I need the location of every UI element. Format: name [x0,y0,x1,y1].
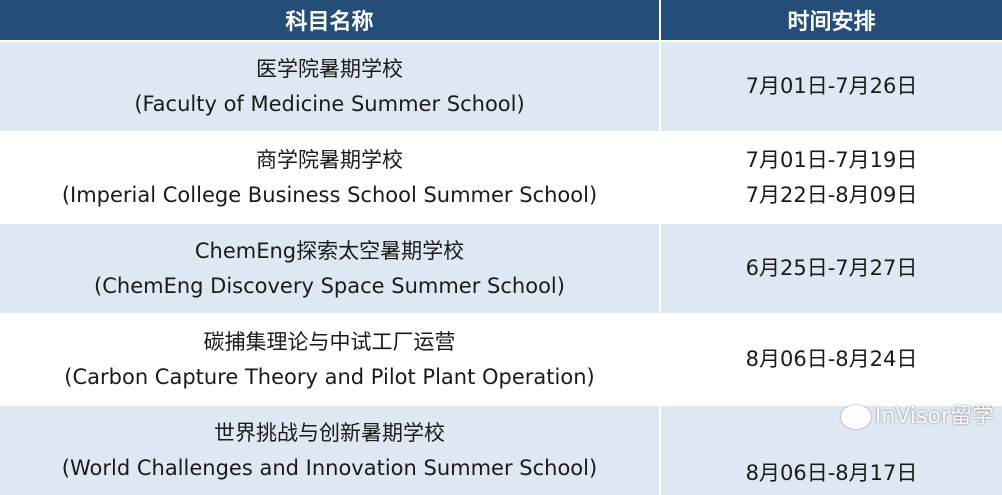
course-zh: ChemEng探索太空暑期学校 [194,238,465,263]
header-course-name: 科目名称 [0,0,661,41]
date-range: 6月25日-7月27日 [745,256,918,280]
date-range: 7月22日-8月09日 [745,182,918,207]
course-en: (ChemEng Discovery Space Summer School) [94,273,565,298]
header-schedule: 时间安排 [660,0,1002,41]
course-en: (Imperial College Business School Summer… [61,182,598,207]
course-cell: ChemEng探索太空暑期学校 (ChemEng Discovery Space … [0,222,661,314]
date-range: 7月01日-7月19日 [745,147,918,172]
course-en: (Carbon Capture Theory and Pilot Plant O… [64,364,595,389]
wechat-icon [840,405,871,429]
course-cell: 医学院暑期学校 (Faculty of Medicine Summer Schoo… [0,40,661,132]
header-row: 科目名称 时间安排 [0,0,1002,41]
table-row: ChemEng探索太空暑期学校 (ChemEng Discovery Space … [0,222,1002,314]
date-range: 7月01日-7月26日 [745,74,918,98]
table-row: 世界挑战与创新暑期学校 (World Challenges and Innovat… [0,404,1002,495]
table-row: 商学院暑期学校 (Imperial College Business School… [0,131,1002,223]
date-range: 8月06日-8月24日 [745,347,918,371]
watermark: InVisor留学 [840,404,994,430]
course-en: (Faculty of Medicine Summer School) [134,91,525,116]
date-range: 8月06日-8月17日 [745,461,918,485]
course-en: (World Challenges and Innovation Summer … [61,455,598,480]
date-cell: 7月01日-7月19日 7月22日-8月09日 [660,131,1002,223]
course-cell: 世界挑战与创新暑期学校 (World Challenges and Innovat… [0,404,661,495]
date-cell: 7月01日-7月26日 [660,40,1002,132]
date-cell: 8月06日-8月17日 [660,404,1002,495]
course-zh: 医学院暑期学校 [256,56,403,81]
course-zh: 商学院暑期学校 [256,147,403,172]
date-cell: 8月06日-8月24日 [660,313,1002,405]
course-cell: 商学院暑期学校 (Imperial College Business School… [0,131,661,223]
course-zh: 世界挑战与创新暑期学校 [214,420,445,445]
table-row: 医学院暑期学校 (Faculty of Medicine Summer Schoo… [0,40,1002,132]
table-row: 碳捕集理论与中试工厂运营 (Carbon Capture Theory and P… [0,313,1002,405]
watermark-text: InVisor留学 [874,404,994,429]
course-zh: 碳捕集理论与中试工厂运营 [203,329,456,354]
course-cell: 碳捕集理论与中试工厂运营 (Carbon Capture Theory and P… [0,313,661,405]
date-cell: 6月25日-7月27日 [660,222,1002,314]
